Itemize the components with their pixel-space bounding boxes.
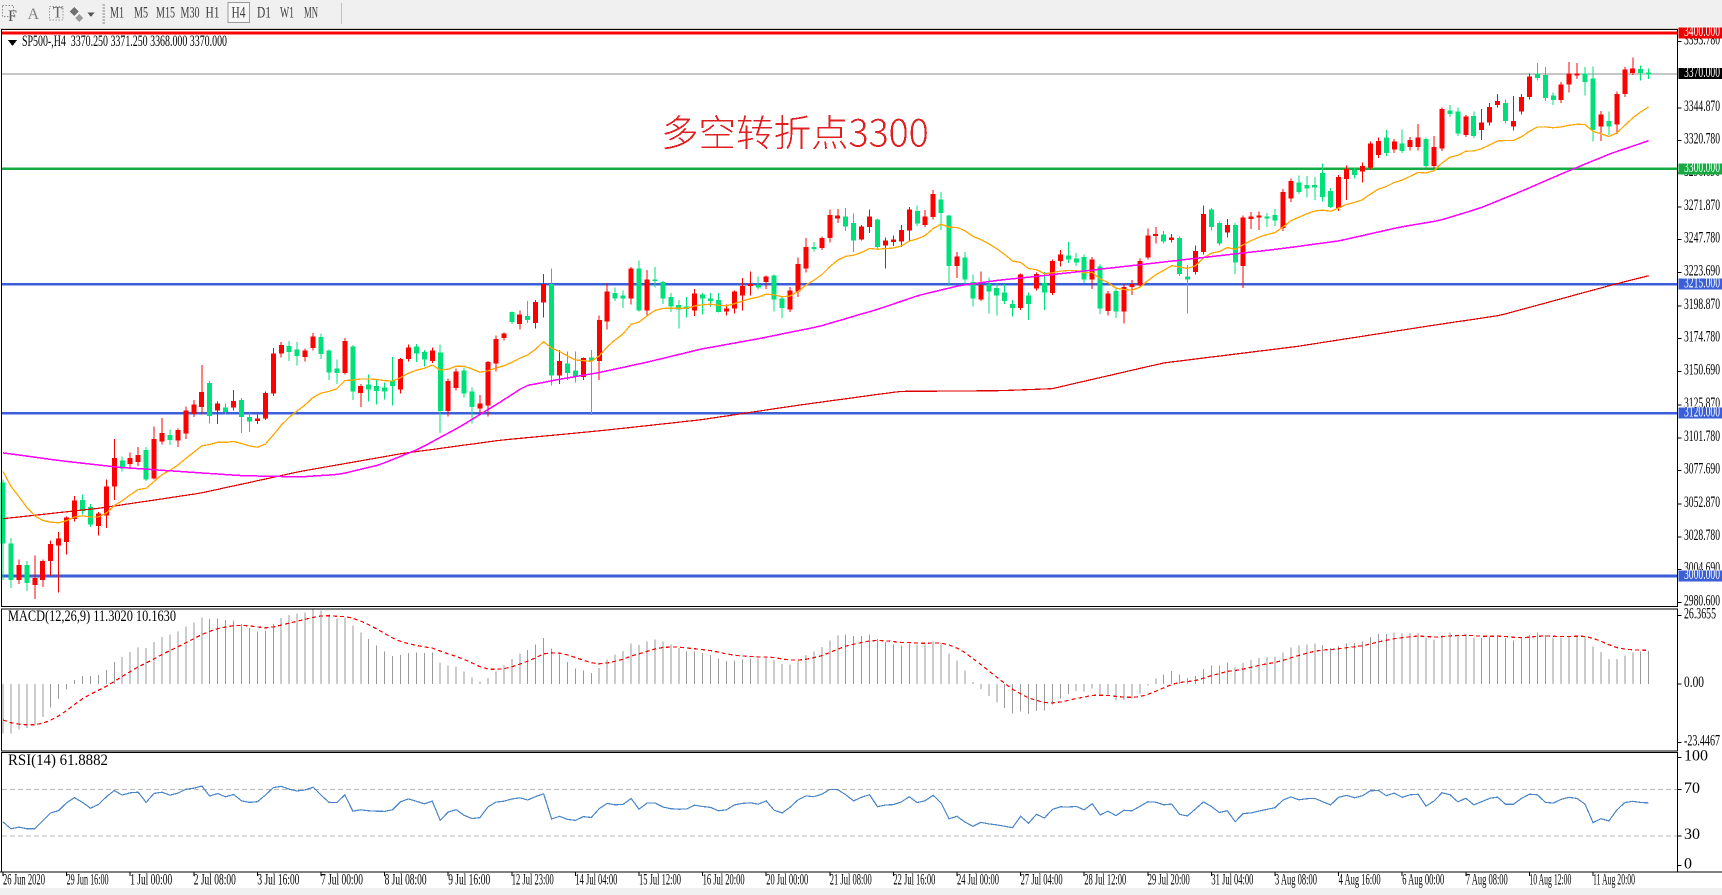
svg-text:3120.000: 3120.000: [1684, 403, 1720, 420]
svg-text:26 Jun 2020: 26 Jun 2020: [3, 872, 45, 889]
svg-text:RSI(14) 61.8882: RSI(14) 61.8882: [8, 752, 108, 769]
svg-text:20 Jul 00:00: 20 Jul 00:00: [766, 872, 808, 889]
svg-text:24 Jul 00:00: 24 Jul 00:00: [957, 872, 999, 889]
svg-text:27 Jul 04:00: 27 Jul 04:00: [1021, 872, 1063, 889]
svg-text:3 Aug 08:00: 3 Aug 08:00: [1275, 872, 1317, 889]
svg-text:3077.690: 3077.690: [1684, 461, 1720, 478]
svg-text:H4: H4: [232, 5, 246, 22]
svg-text:M15: M15: [156, 5, 175, 22]
svg-text:2 Jul 08:00: 2 Jul 08:00: [194, 872, 236, 889]
svg-text:10 Aug 12:00: 10 Aug 12:00: [1529, 872, 1571, 889]
svg-text:M1: M1: [110, 5, 124, 22]
svg-text:0: 0: [1684, 856, 1692, 873]
svg-text:2980.600: 2980.600: [1684, 592, 1720, 609]
svg-text:3150.690: 3150.690: [1684, 362, 1720, 379]
svg-text:F: F: [8, 8, 17, 25]
svg-text:3028.780: 3028.780: [1684, 527, 1720, 544]
svg-text:3215.000: 3215.000: [1684, 274, 1720, 291]
svg-text:22 Jul 16:00: 22 Jul 16:00: [893, 872, 935, 889]
svg-text:3052.870: 3052.870: [1684, 494, 1720, 511]
svg-text:6 Aug 00:00: 6 Aug 00:00: [1402, 872, 1444, 889]
svg-text:W1: W1: [280, 5, 294, 22]
svg-text:1 Jul 00:00: 1 Jul 00:00: [130, 872, 172, 889]
svg-text:0.00: 0.00: [1684, 674, 1704, 691]
svg-text:15 Jul 12:00: 15 Jul 12:00: [639, 872, 681, 889]
svg-text:3344.870: 3344.870: [1684, 98, 1720, 115]
svg-text:T: T: [53, 5, 63, 22]
svg-text:28 Jul 12:00: 28 Jul 12:00: [1084, 872, 1126, 889]
svg-text:3271.870: 3271.870: [1684, 197, 1720, 214]
svg-text:D1: D1: [257, 5, 271, 22]
svg-text:21 Jul 08:00: 21 Jul 08:00: [830, 872, 872, 889]
svg-text:7 Jul 00:00: 7 Jul 00:00: [321, 872, 363, 889]
svg-text:3300.000: 3300.000: [1684, 159, 1720, 176]
svg-text:MN: MN: [304, 5, 318, 22]
svg-text:MACD(12,26,9) 11.3020 10.1630: MACD(12,26,9) 11.3020 10.1630: [8, 608, 176, 625]
svg-text:14 Jul 04:00: 14 Jul 04:00: [575, 872, 617, 889]
svg-text:3000.000: 3000.000: [1684, 566, 1720, 583]
svg-text:100: 100: [1684, 748, 1708, 765]
svg-text:3400.000: 3400.000: [1684, 23, 1720, 40]
svg-text:9 Jul 16:00: 9 Jul 16:00: [448, 872, 490, 889]
svg-text:29 Jul 20:00: 29 Jul 20:00: [1148, 872, 1190, 889]
svg-text:26.3655: 26.3655: [1684, 606, 1716, 623]
svg-text:3370.000: 3370.000: [1684, 64, 1720, 81]
svg-text:31 Jul 04:00: 31 Jul 04:00: [1211, 872, 1253, 889]
svg-text:30: 30: [1684, 826, 1700, 843]
svg-text:70: 70: [1684, 780, 1700, 797]
svg-text:29 Jun 16:00: 29 Jun 16:00: [67, 872, 109, 889]
svg-text:M30: M30: [181, 5, 200, 22]
svg-text:4 Aug 16:00: 4 Aug 16:00: [1339, 872, 1381, 889]
svg-text:8 Jul 08:00: 8 Jul 08:00: [385, 872, 427, 889]
svg-text:3320.780: 3320.780: [1684, 131, 1720, 148]
svg-text:3247.780: 3247.780: [1684, 230, 1720, 247]
svg-text:-23.4467: -23.4467: [1684, 733, 1720, 750]
svg-text:7 Aug 08:00: 7 Aug 08:00: [1466, 872, 1508, 889]
svg-text:A: A: [28, 6, 40, 23]
svg-text:3 Jul 16:00: 3 Jul 16:00: [257, 872, 299, 889]
svg-text:3223.690: 3223.690: [1684, 262, 1720, 279]
svg-text:3174.780: 3174.780: [1684, 329, 1720, 346]
svg-text:M5: M5: [134, 5, 148, 22]
svg-text:16 Jul 20:00: 16 Jul 20:00: [703, 872, 745, 889]
svg-text:11 Aug 20:00: 11 Aug 20:00: [1593, 872, 1635, 889]
svg-text:12 Jul 23:00: 12 Jul 23:00: [512, 872, 554, 889]
svg-text:SP500-,H4 3370.250 3371.250 3: SP500-,H4 3370.250 3371.250 3368.000 337…: [22, 33, 227, 50]
svg-text:H1: H1: [206, 5, 220, 22]
svg-text:3198.870: 3198.870: [1684, 296, 1720, 313]
svg-text:3101.780: 3101.780: [1684, 428, 1720, 445]
